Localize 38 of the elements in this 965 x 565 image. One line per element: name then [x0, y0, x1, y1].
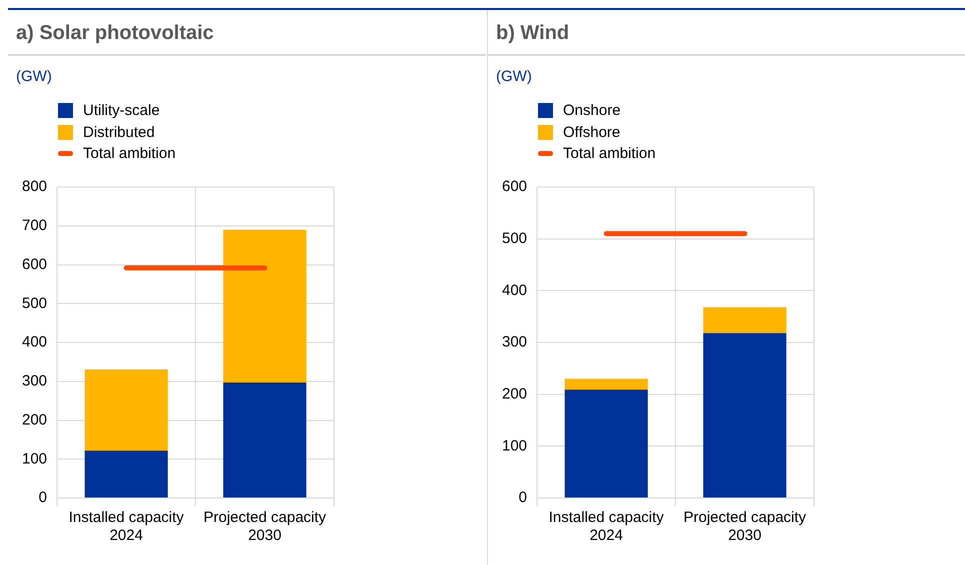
legend-label: Offshore — [563, 124, 620, 141]
legend-label: Distributed — [83, 124, 155, 141]
y-tick-label: 300 — [502, 334, 528, 351]
legend-label: Utility-scale — [83, 102, 160, 120]
bar — [564, 378, 648, 390]
x-tick-label: Projected capacity 2030 — [683, 509, 807, 544]
y-tick-label: 400 — [22, 334, 48, 351]
y-tick-label: 200 — [502, 385, 528, 402]
y-tick-label: 600 — [22, 256, 48, 273]
legend-label: Total ambition — [563, 145, 656, 162]
bar — [703, 333, 786, 498]
y-axis-title: (GW) — [496, 68, 532, 85]
y-tick-label: 300 — [22, 372, 48, 390]
y-tick-label: 400 — [502, 282, 528, 299]
y-tick-label: 100 — [22, 450, 48, 468]
bar — [564, 390, 648, 498]
y-axis-title: (GW) — [16, 68, 52, 85]
bar — [84, 369, 168, 451]
legend-label: Onshore — [563, 102, 621, 120]
y-tick-label: 200 — [22, 411, 48, 428]
y-tick-label: 700 — [22, 217, 48, 234]
y-tick-label: 800 — [22, 178, 48, 196]
x-tick-label: Installed capacity 2024 — [548, 509, 664, 544]
y-tick-label: 0 — [518, 489, 528, 506]
y-tick-label: 100 — [502, 437, 528, 454]
bar — [703, 307, 786, 334]
y-tick-label: 500 — [502, 230, 528, 247]
y-tick-label: 0 — [38, 489, 48, 506]
y-tick-label: 500 — [22, 294, 48, 312]
bar — [223, 382, 306, 498]
chart-title: b) Wind — [496, 22, 570, 45]
legend-label: Total ambition — [83, 145, 176, 162]
bar — [84, 450, 168, 498]
x-tick-label: Projected capacity 2030 — [203, 509, 327, 544]
bar — [223, 230, 306, 383]
chart-title: a) Solar photovoltaic — [16, 22, 214, 45]
x-tick-label: Installed capacity 2024 — [68, 509, 184, 544]
y-tick-label: 600 — [502, 178, 528, 196]
